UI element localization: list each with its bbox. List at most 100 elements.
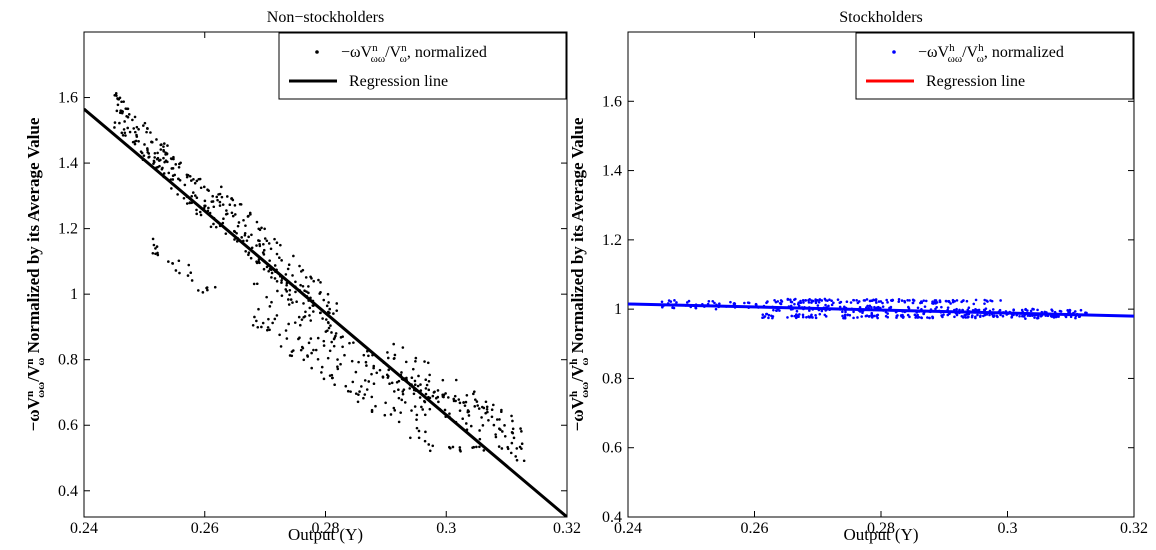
data-point: [424, 387, 428, 390]
data-point: [771, 315, 775, 318]
data-point: [974, 298, 978, 302]
data-point: [879, 300, 883, 303]
data-point: [482, 406, 486, 410]
data-point: [284, 288, 288, 291]
data-point: [492, 423, 496, 427]
data-point: [522, 459, 526, 463]
data-point: [970, 315, 974, 319]
data-point: [122, 128, 126, 131]
data-point: [423, 439, 427, 443]
data-point: [1064, 315, 1068, 319]
data-point: [424, 378, 428, 382]
data-point: [115, 109, 119, 113]
data-point: [330, 331, 333, 334]
data-point: [423, 413, 427, 417]
data-point: [520, 442, 524, 445]
data-point: [447, 396, 450, 399]
data-point: [307, 285, 310, 288]
y-tick-label: 0.8: [58, 352, 78, 369]
data-point: [171, 174, 175, 178]
data-point: [955, 307, 958, 311]
data-point: [352, 341, 355, 344]
data-point: [362, 396, 365, 400]
data-point: [982, 314, 985, 318]
data-point: [154, 252, 157, 256]
data-point: [511, 431, 515, 435]
legend: −ωVn ωω/Vn ω, normalized Regression line: [278, 32, 567, 100]
data-point: [220, 195, 224, 199]
data-point: [161, 166, 164, 170]
x-tick-label: 0.26: [741, 520, 769, 537]
data-point: [1066, 309, 1069, 312]
data-point: [367, 380, 371, 383]
data-point: [211, 200, 215, 203]
data-point: [177, 259, 181, 263]
data-point: [384, 401, 387, 405]
data-point: [159, 148, 163, 151]
data-point: [424, 430, 427, 434]
data-point: [469, 424, 473, 428]
data-point: [733, 301, 736, 305]
data-point: [240, 236, 243, 239]
data-point: [746, 301, 750, 304]
data-point: [875, 306, 879, 310]
data-point: [262, 267, 266, 271]
data-point: [975, 308, 978, 312]
data-point: [913, 313, 917, 317]
data-point: [374, 404, 377, 408]
data-point: [465, 394, 469, 397]
data-point: [172, 155, 175, 159]
data-point: [810, 301, 813, 304]
data-point: [836, 298, 840, 301]
data-point: [848, 313, 852, 317]
data-point: [1036, 308, 1039, 312]
data-point: [934, 307, 937, 311]
data-point: [248, 211, 252, 215]
data-point: [415, 418, 418, 421]
data-point: [983, 298, 987, 302]
data-point: [871, 299, 874, 302]
data-point: [307, 291, 310, 295]
data-point: [152, 243, 156, 247]
data-point: [162, 172, 166, 175]
data-point: [408, 387, 412, 390]
data-point: [843, 305, 846, 309]
legend: −ωVh ωω/Vh ω, normalized Regression line: [855, 32, 1134, 100]
chart-title: Non−stockholders: [267, 9, 384, 26]
data-point: [378, 368, 382, 372]
plot-area: [84, 91, 567, 517]
data-point: [988, 313, 991, 317]
data-point: [344, 384, 348, 388]
data-point: [285, 290, 289, 293]
data-point: [346, 389, 350, 393]
data-point: [354, 392, 358, 395]
data-point: [150, 140, 154, 144]
data-point: [287, 322, 290, 326]
data-point: [351, 380, 355, 384]
data-point: [142, 154, 146, 157]
data-point: [673, 299, 676, 302]
data-point: [167, 171, 171, 175]
y-tick-label: 1.4: [58, 155, 78, 172]
data-point: [211, 194, 214, 198]
data-point: [273, 277, 277, 280]
data-point: [808, 309, 811, 312]
data-point: [797, 301, 800, 305]
data-point: [824, 303, 827, 307]
data-point: [297, 315, 301, 319]
data-point: [261, 321, 265, 325]
data-point: [147, 156, 150, 159]
data-point: [218, 204, 222, 207]
data-point: [322, 377, 326, 381]
data-point: [946, 306, 950, 309]
data-point: [838, 301, 842, 304]
data-point: [796, 315, 799, 318]
data-point: [390, 381, 394, 385]
data-point: [843, 315, 847, 319]
data-point: [908, 299, 911, 302]
data-point: [142, 124, 145, 127]
data-point: [386, 376, 390, 379]
data-point: [372, 382, 376, 386]
data-point: [922, 299, 926, 302]
